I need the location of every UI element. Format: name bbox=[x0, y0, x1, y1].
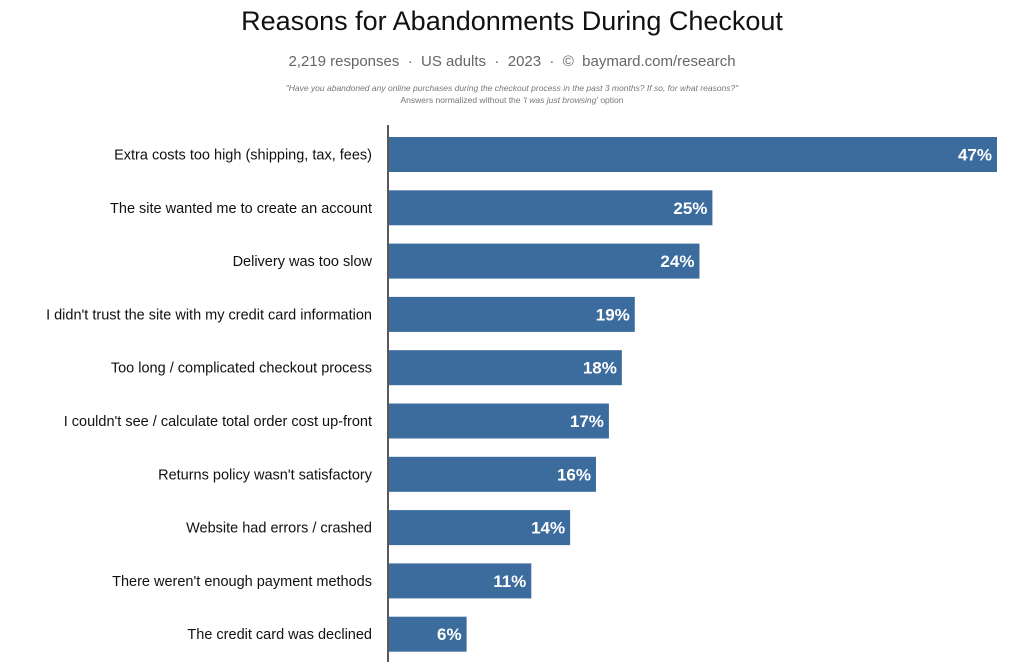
category-label: There weren't enough payment methods bbox=[112, 574, 372, 590]
value-label: 16% bbox=[557, 465, 591, 484]
category-label: Extra costs too high (shipping, tax, fee… bbox=[114, 148, 372, 164]
note-suffix: option bbox=[597, 95, 624, 105]
bar bbox=[389, 456, 596, 492]
bar bbox=[389, 137, 997, 172]
bar bbox=[389, 243, 700, 279]
value-label: 6% bbox=[437, 625, 462, 644]
normalization-note: Answers normalized without the 'I was ju… bbox=[0, 95, 1024, 105]
bar bbox=[389, 403, 609, 439]
category-label: I didn't trust the site with my credit c… bbox=[46, 307, 372, 323]
category-label: Website had errors / crashed bbox=[186, 521, 372, 537]
survey-question: "Have you abandoned any online purchases… bbox=[285, 83, 739, 93]
note-italic: 'I was just browsing' bbox=[522, 95, 598, 105]
category-label: Delivery was too slow bbox=[233, 254, 373, 270]
chart-subtitle: 2,219 responses · US adults · 2023 · © b… bbox=[288, 53, 736, 70]
bar bbox=[389, 510, 571, 546]
value-label: 24% bbox=[660, 252, 694, 271]
value-label: 11% bbox=[493, 572, 526, 591]
value-label: 14% bbox=[531, 519, 565, 538]
category-label: Too long / complicated checkout process bbox=[111, 361, 372, 377]
chart-title: Reasons for Abandonments During Checkout bbox=[241, 6, 783, 36]
category-label: The credit card was declined bbox=[187, 627, 372, 643]
bar bbox=[389, 563, 532, 599]
bar bbox=[389, 296, 635, 332]
value-label: 19% bbox=[596, 305, 630, 324]
note-prefix: Answers normalized without the bbox=[400, 95, 523, 105]
category-label: I couldn't see / calculate total order c… bbox=[64, 414, 372, 430]
category-label: The site wanted me to create an account bbox=[110, 201, 372, 217]
value-label: 17% bbox=[570, 412, 604, 431]
value-label: 25% bbox=[673, 199, 707, 218]
bar bbox=[389, 616, 467, 652]
bar bbox=[389, 190, 713, 226]
value-label: 18% bbox=[583, 359, 617, 378]
category-label: Returns policy wasn't satisfactory bbox=[158, 467, 373, 483]
bar bbox=[389, 350, 622, 386]
value-label: 47% bbox=[958, 146, 992, 165]
